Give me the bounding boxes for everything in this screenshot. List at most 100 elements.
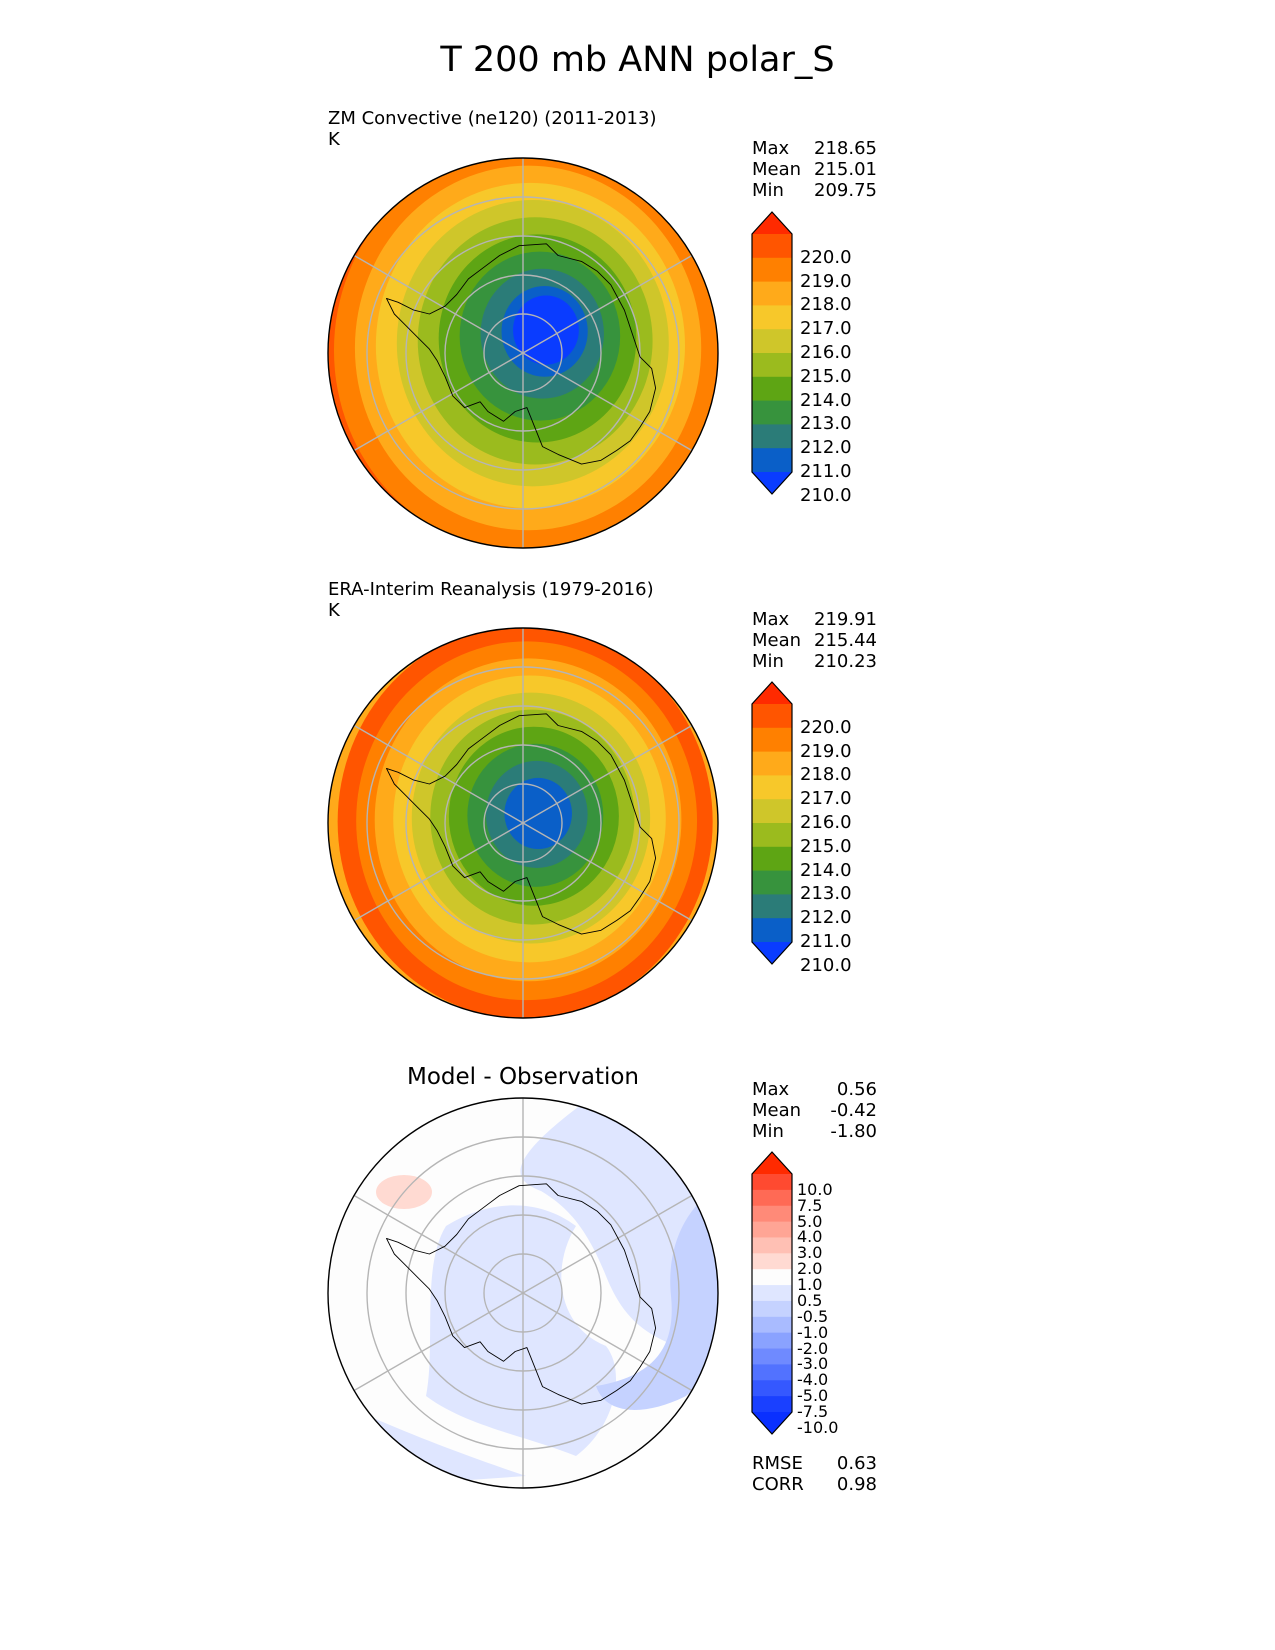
panel2-stat-value: 215.44 [814, 630, 877, 651]
colorbar-tick-label: 5.0 [797, 1211, 823, 1231]
colorbar-segment [752, 799, 792, 824]
panel2-polar-map [327, 627, 719, 1019]
panel3-stat-value: -0.42 [830, 1100, 877, 1121]
colorbar-tick-label: 218.0 [800, 294, 852, 316]
colorbar-tick-label: 7.5 [797, 1195, 823, 1215]
colorbar-tick-label: 216.0 [800, 812, 852, 833]
meridian-line [353, 254, 524, 354]
figure-title: T 200 mb ANN polar_S [440, 40, 835, 80]
colorbar-tick-label: -0.5 [797, 1306, 829, 1326]
colorbar-tick-label: 215.0 [800, 365, 852, 387]
panel1-stat-mean: Mean 215.01 [752, 159, 877, 180]
diff-region-neg [426, 1205, 616, 1456]
panel3-stat-value: -1.80 [830, 1121, 877, 1142]
meridian-line [353, 1194, 524, 1294]
colorbar-segment [752, 1237, 792, 1254]
colorbar-segment [752, 823, 792, 848]
colorbar-tick-label: -10.0 [797, 1417, 839, 1437]
panel1-stat-max: Max 218.65 [752, 138, 877, 159]
panel2-stat-max: Max 219.91 [752, 609, 877, 630]
colorbar-tick-label: 1.0 [797, 1275, 823, 1295]
colorbar-tick-label: -2.0 [797, 1338, 829, 1358]
map-boundary [327, 1097, 719, 1489]
colorbar-tick-label: 220.0 [800, 716, 852, 738]
colorbar-segment [752, 1332, 792, 1350]
colorbar-segment [752, 727, 792, 753]
panel2-stat-value: 210.23 [814, 651, 877, 672]
colorbar-segment [752, 870, 792, 895]
colorbar-tick-label: 217.0 [800, 788, 852, 810]
colorbar-segment [752, 751, 792, 776]
panel3-error-stat-value: 0.63 [836, 1453, 877, 1474]
meridian-line [353, 822, 524, 922]
colorbar-tick-label: 2.0 [797, 1259, 823, 1279]
colorbar-segment [752, 846, 792, 872]
colorbar-segment [752, 1221, 792, 1238]
colorbar-segment [752, 1285, 792, 1302]
colorbar-tick-label: 210.0 [800, 484, 852, 506]
panel3-stat-max: Max 0.56 [752, 1079, 877, 1100]
panel3-stat-mean: Mean -0.42 [752, 1100, 877, 1121]
colorbar-extend-min [752, 942, 792, 964]
colorbar-tick-label: 213.0 [800, 883, 852, 905]
panel1-colorbar-ticks: 220.0 219.0 218.0 217.0 216.0 215.0 214.0 213.0… [800, 212, 900, 504]
meridian-line [522, 1194, 693, 1294]
panel1-title: ZM Convective (ne120) (2011-2013) [328, 108, 657, 129]
panel3-stat-min: Min -1.80 [752, 1121, 877, 1142]
panel3-error-stat-label: CORR [752, 1474, 804, 1495]
colorbar-tick-label: 218.0 [800, 764, 852, 786]
colorbar-segment [752, 1316, 792, 1334]
colorbar-tick-label: 10.0 [797, 1179, 833, 1199]
panel1-stat-value: 215.01 [814, 159, 877, 180]
colorbar-segment [752, 1300, 792, 1318]
colorbar-segment [752, 1174, 792, 1191]
colorbar-segment [752, 257, 792, 283]
colorbar-outline [751, 211, 793, 495]
panel2-stat-label: Min [752, 651, 784, 672]
panel3-stat-label: Mean [752, 1100, 802, 1121]
panel1-units: K [328, 129, 340, 150]
colorbar-tick-label: 214.0 [800, 389, 852, 411]
colorbar-tick-label: 211.0 [800, 461, 852, 482]
antarctica-coastline [386, 713, 657, 935]
colorbar-segment [752, 775, 792, 800]
colorbar-segment [752, 1348, 792, 1365]
panel1-colorbar [751, 211, 793, 495]
panel1-stat-label: Max [752, 138, 790, 159]
colorbar-segment [752, 1380, 792, 1397]
panel1-stat-value: 218.65 [814, 138, 877, 159]
panel2-stat-label: Max [752, 609, 790, 630]
panel3-error-stat-label: RMSE [752, 1453, 803, 1474]
panel2-title: ERA-Interim Reanalysis (1979-2016) [328, 579, 654, 600]
panel1-stats: Max 218.65 Mean 215.01 Min 209.75 [752, 138, 877, 201]
meridian-line [353, 352, 524, 452]
meridian-line [522, 724, 693, 824]
panel2-units: K [328, 600, 340, 621]
colorbar-segment [752, 448, 792, 473]
colorbar-segment [752, 918, 792, 943]
colorbar-segment [752, 1189, 792, 1207]
colorbar-tick-label: 219.0 [800, 270, 852, 292]
colorbar-tick-label: 211.0 [800, 931, 852, 952]
colorbar-segment [752, 1396, 792, 1413]
colorbar-tick-label: 210.0 [800, 954, 852, 976]
colorbar-tick-label: 3.0 [797, 1243, 823, 1263]
antarctica-coastline [386, 243, 657, 465]
meridian-line [522, 352, 693, 452]
colorbar-segment [752, 281, 792, 306]
colorbar-tick-label: -1.0 [797, 1322, 829, 1342]
colorbar-tick-label: 212.0 [800, 907, 852, 929]
panel3-error-stat-rmse: RMSE 0.63 [752, 1453, 877, 1474]
panel1-stat-label: Mean [752, 159, 802, 180]
panel3-title: Model - Observation [406, 1064, 640, 1090]
panel1-stat-value: 209.75 [814, 180, 877, 201]
colorbar-extend-max [752, 682, 792, 704]
colorbar-tick-label: 212.0 [800, 437, 852, 459]
colorbar-extend-max [752, 1152, 792, 1174]
panel2-stat-mean: Mean 215.44 [752, 630, 877, 651]
colorbar-tick-label: 220.0 [800, 246, 852, 268]
panel2-stat-min: Min 210.23 [752, 651, 877, 672]
panel3-error-stat-value: 0.98 [836, 1474, 877, 1495]
panel2-stats: Max 219.91 Mean 215.44 Min 210.23 [752, 609, 877, 672]
colorbar-outline [751, 681, 793, 965]
